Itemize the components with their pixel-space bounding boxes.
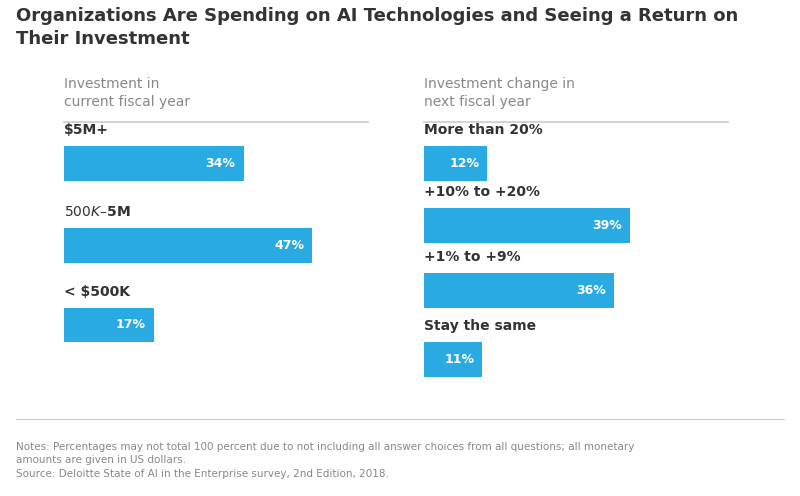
Text: < $500K: < $500K: [64, 285, 130, 299]
FancyBboxPatch shape: [424, 342, 482, 377]
Text: Investment change in
next fiscal year: Investment change in next fiscal year: [424, 77, 575, 109]
FancyBboxPatch shape: [424, 146, 487, 181]
Text: Investment in
current fiscal year: Investment in current fiscal year: [64, 77, 190, 109]
Text: 36%: 36%: [576, 284, 606, 297]
Text: 39%: 39%: [592, 219, 622, 232]
Text: +10% to +20%: +10% to +20%: [424, 186, 540, 199]
Text: 12%: 12%: [450, 157, 479, 170]
Text: Stay the same: Stay the same: [424, 319, 536, 333]
Text: $5M+: $5M+: [64, 124, 109, 137]
Text: Organizations Are Spending on AI Technologies and Seeing a Return on
Their Inves: Organizations Are Spending on AI Technol…: [16, 7, 738, 48]
FancyBboxPatch shape: [424, 273, 614, 308]
FancyBboxPatch shape: [64, 228, 312, 263]
Text: 17%: 17%: [116, 318, 146, 331]
Text: +1% to +9%: +1% to +9%: [424, 250, 521, 264]
Text: 47%: 47%: [274, 239, 304, 252]
Text: 11%: 11%: [444, 353, 474, 366]
Text: $500K–$5M: $500K–$5M: [64, 205, 130, 219]
FancyBboxPatch shape: [64, 146, 243, 181]
FancyBboxPatch shape: [64, 308, 154, 342]
Text: 34%: 34%: [206, 157, 235, 170]
FancyBboxPatch shape: [424, 208, 630, 243]
Text: Notes: Percentages may not total 100 percent due to not including all answer cho: Notes: Percentages may not total 100 per…: [16, 442, 634, 479]
Text: More than 20%: More than 20%: [424, 124, 542, 137]
